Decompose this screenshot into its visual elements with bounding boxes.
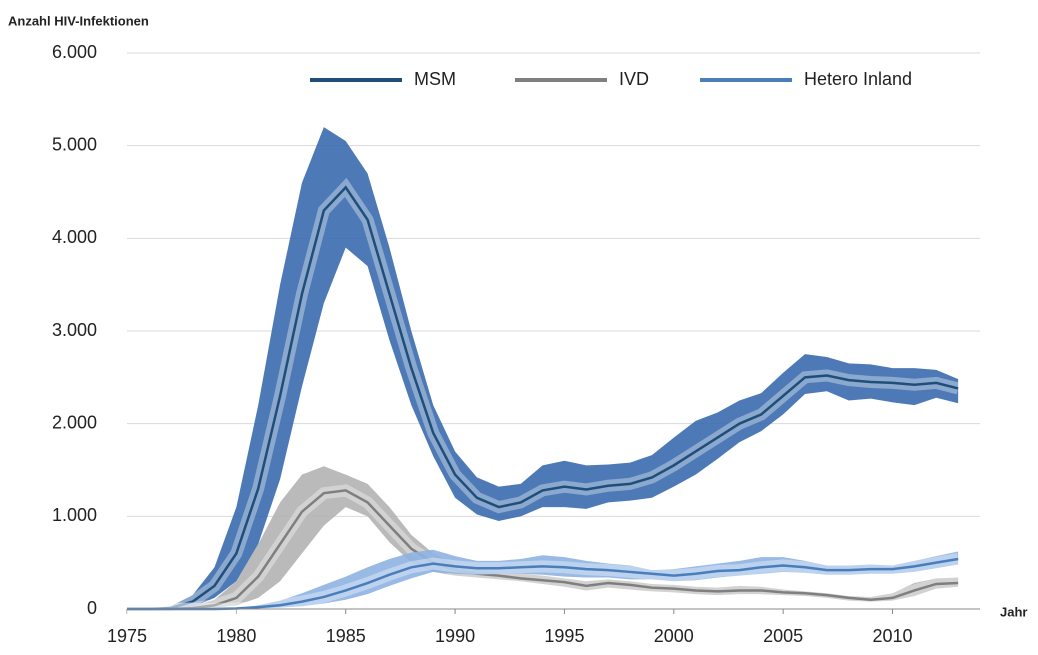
x-tick-label: 1990 bbox=[435, 626, 475, 646]
legend-label: IVD bbox=[619, 69, 649, 89]
uncertainty-band bbox=[127, 127, 959, 609]
y-tick-label: 6.000 bbox=[52, 42, 97, 62]
series-line bbox=[127, 489, 959, 611]
y-tick-label: 3.000 bbox=[52, 320, 97, 340]
x-tick-label: 1995 bbox=[544, 626, 584, 646]
x-tick-label: 1980 bbox=[216, 626, 256, 646]
x-tick-label: 1975 bbox=[107, 626, 147, 646]
x-axis-label: Jahr bbox=[1000, 604, 1027, 619]
series-line bbox=[127, 185, 959, 611]
x-tick-label: 1985 bbox=[326, 626, 366, 646]
legend-label: MSM bbox=[414, 69, 456, 89]
y-axis-label: Anzahl HIV-Infektionen bbox=[8, 13, 149, 28]
x-tick-label: 2010 bbox=[872, 626, 912, 646]
x-tick-label: 2000 bbox=[654, 626, 694, 646]
y-tick-label: 5.000 bbox=[52, 134, 97, 154]
x-tick-label: 2005 bbox=[763, 626, 803, 646]
y-tick-label: 2.000 bbox=[52, 412, 97, 432]
uncertainty-band bbox=[127, 466, 959, 609]
legend-label: Hetero Inland bbox=[804, 69, 912, 89]
y-tick-label: 0 bbox=[87, 598, 97, 618]
y-tick-label: 4.000 bbox=[52, 227, 97, 247]
y-tick-label: 1.000 bbox=[52, 505, 97, 525]
series-line bbox=[127, 557, 959, 611]
